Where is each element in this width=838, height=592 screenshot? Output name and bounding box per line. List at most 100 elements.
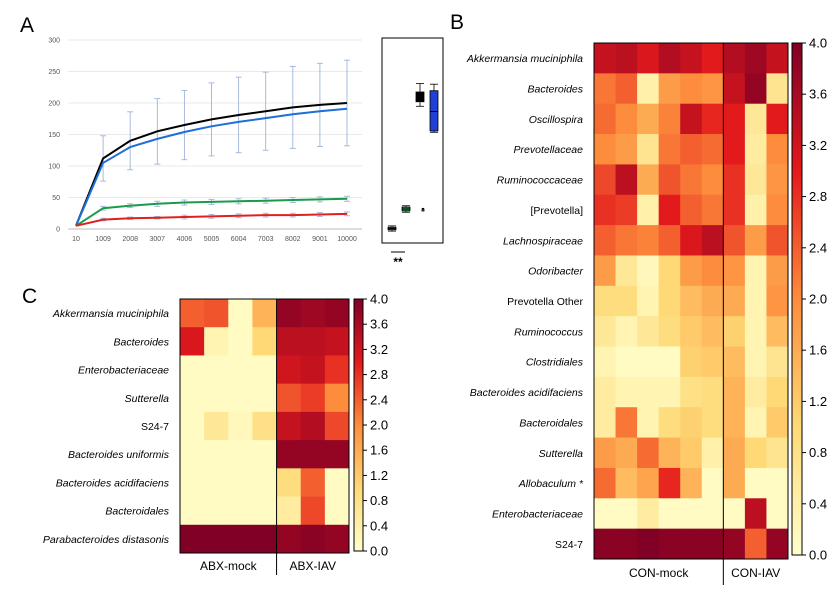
- heatmap-cell: [744, 164, 767, 196]
- colorbar-tick-label: 3.2: [809, 138, 827, 153]
- heatmap-cell: [701, 467, 724, 499]
- heatmap-cell: [680, 73, 703, 105]
- heatmap-cell: [723, 346, 746, 378]
- heatmap-cell: [300, 468, 326, 497]
- group-label: ABX-mock: [200, 559, 258, 573]
- heatmap-cell: [723, 467, 746, 499]
- colorbar-tick-label: 1.6: [809, 343, 827, 358]
- heatmap-cell: [615, 103, 638, 135]
- heatmap-cell: [744, 316, 767, 347]
- heatmap-cell: [180, 383, 205, 413]
- heatmap-cell: [766, 194, 789, 226]
- heatmap-cell: [680, 225, 703, 256]
- heatmap-cell: [252, 468, 277, 497]
- heatmap-cell: [324, 327, 350, 356]
- colorbar-tick-label: 0.0: [809, 548, 827, 563]
- heatmap-cell: [658, 73, 681, 105]
- row-label: Bacteroidales: [519, 417, 583, 429]
- heatmap-cell: [766, 164, 789, 196]
- series-line: [75, 197, 348, 227]
- colorbar-tick-label: 2.8: [809, 189, 827, 204]
- heatmap-cell: [615, 346, 638, 378]
- heatmap-cell: [766, 437, 789, 469]
- heatmap-cell: [680, 467, 703, 499]
- heatmap-cell: [766, 528, 789, 560]
- heatmap-cell: [324, 496, 350, 526]
- heatmap-cell: [300, 411, 326, 441]
- x-tick-label: 5005: [204, 236, 220, 243]
- heatmap-cell: [723, 255, 746, 287]
- heatmap-cell: [324, 355, 350, 385]
- colorbar-tick-label: 2.4: [809, 240, 827, 255]
- y-tick-label: 50: [52, 195, 60, 202]
- heatmap-cell: [744, 43, 767, 74]
- row-label: Parabacteroides distasonis: [43, 534, 170, 546]
- heatmap-c: Akkermansia muciniphila Bacteroides Entero…: [43, 292, 388, 575]
- row-label: Ruminococcus: [514, 326, 584, 338]
- heatmap-cell: [744, 467, 767, 499]
- heatmap-cell: [204, 383, 229, 413]
- colorbar-tick-label: 1.6: [370, 443, 388, 458]
- heatmap-cell: [637, 103, 660, 135]
- heatmap-cell: [723, 437, 746, 469]
- row-label: Lachnospiraceae: [503, 235, 583, 247]
- heatmap-cell: [744, 225, 767, 256]
- heatmap-cell: [594, 134, 616, 165]
- panel-label-c: C: [22, 285, 37, 308]
- colorbar-tick-label: 0.4: [370, 518, 388, 533]
- heatmap-cell: [615, 164, 638, 196]
- heatmap-cell: [766, 73, 789, 105]
- row-label: Allobaculum *: [518, 478, 584, 490]
- heatmap-cell: [680, 43, 703, 74]
- heatmap-cell: [701, 528, 724, 560]
- colorbar-tick-label: 2.4: [370, 392, 388, 407]
- heatmap-cell: [723, 376, 746, 408]
- row-label: Prevotella Other: [507, 296, 583, 308]
- y-tick-label: 0: [56, 227, 60, 234]
- heatmap-cell: [252, 327, 277, 356]
- colorbar-tick-label: 0.8: [370, 493, 388, 508]
- heatmap-cell: [300, 496, 326, 526]
- y-tick-label: 300: [48, 38, 60, 45]
- heatmap-cell: [744, 134, 767, 165]
- heatmap-cell: [180, 440, 205, 469]
- heatmap-cell: [594, 73, 616, 105]
- heatmap-cell: [744, 194, 767, 226]
- row-label: [Prevotella]: [530, 205, 583, 217]
- heatmap-cell: [744, 376, 767, 408]
- heatmap-cell: [615, 376, 638, 408]
- heatmap-cell: [276, 468, 302, 497]
- heatmap-cell: [615, 225, 638, 256]
- heatmap-cell: [766, 467, 789, 499]
- row-label: Bacteroides acidifaciens: [56, 477, 170, 489]
- heatmap-cell: [658, 346, 681, 378]
- heatmap-cell: [658, 255, 681, 287]
- heatmap-cell: [228, 524, 253, 554]
- heatmap-cell: [680, 164, 703, 196]
- series-line: [75, 102, 348, 227]
- heatmap-cell: [180, 327, 205, 356]
- heatmap-cell: [204, 411, 229, 441]
- x-tick-label: 3007: [150, 236, 166, 243]
- heatmap-cell: [637, 346, 660, 378]
- colorbar-tick-label: 3.2: [370, 342, 388, 357]
- heatmap-cell: [637, 255, 660, 287]
- heatmap-cell: [744, 103, 767, 135]
- colorbar-tick-label: 0.8: [809, 445, 827, 460]
- colorbar: [791, 42, 803, 556]
- row-label: Bacteroidales: [105, 506, 169, 518]
- heatmap-cell: [637, 73, 660, 105]
- heatmap-cell: [615, 528, 638, 560]
- colorbar-tick-label: 2.8: [370, 367, 388, 382]
- heatmap-cell: [252, 355, 277, 385]
- row-label: Enterobacteriaceae: [78, 365, 169, 377]
- x-tick-label: 10000: [337, 236, 357, 243]
- heatmap-cell: [228, 468, 253, 497]
- heatmap-cell: [680, 437, 703, 469]
- heatmap-cell: [658, 316, 681, 347]
- heatmap-cell: [228, 411, 253, 441]
- heatmap-cell: [701, 43, 724, 74]
- heatmap-cell: [252, 411, 277, 441]
- heatmap-cell: [228, 355, 253, 385]
- row-label: Clostridiales: [526, 357, 584, 369]
